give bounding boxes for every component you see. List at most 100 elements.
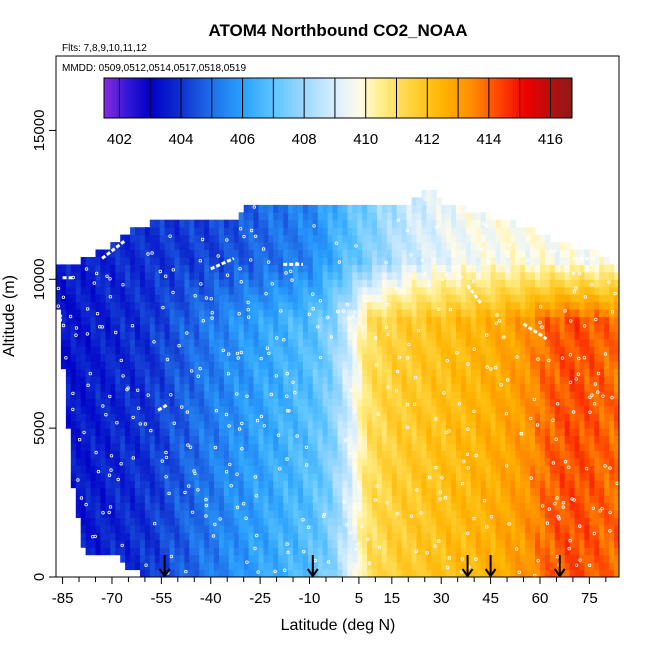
heatmap-cell [367, 413, 373, 422]
heatmap-cell [214, 510, 220, 518]
heatmap-cell [386, 398, 393, 407]
heatmap-cell [426, 242, 432, 251]
heatmap-cell [219, 234, 225, 243]
heatmap-cell [357, 502, 363, 511]
heatmap-cell [189, 495, 195, 504]
heatmap-cell [381, 279, 388, 288]
heatmap-cell [401, 450, 408, 459]
heatmap-cell [342, 435, 348, 444]
heatmap-cell [223, 450, 230, 459]
heatmap-cell [372, 495, 378, 504]
heatmap-cell [253, 219, 259, 228]
heatmap-cell [219, 420, 225, 429]
heatmap-cell [228, 465, 235, 474]
heatmap-cell [293, 554, 299, 563]
heatmap-cell [130, 480, 136, 489]
heatmap-cell [549, 465, 556, 474]
heatmap-cell [302, 383, 309, 392]
heatmap-cell [367, 346, 373, 355]
heatmap-cell [283, 428, 289, 437]
heatmap-cell [377, 510, 383, 518]
heatmap-cell [505, 338, 511, 347]
heatmap-cell [263, 264, 269, 273]
heatmap-cell [490, 547, 497, 556]
heatmap-cell [70, 361, 77, 370]
heatmap-cell [411, 234, 418, 243]
heatmap-cell [253, 413, 259, 422]
heatmap-cell [332, 532, 339, 541]
heatmap-cell [194, 405, 200, 414]
heatmap-cell [535, 502, 541, 511]
heatmap-cell [273, 257, 279, 265]
heatmap-cell [530, 264, 536, 273]
heatmap-cell [569, 323, 576, 332]
heatmap-cell [352, 368, 358, 377]
heatmap-cell [411, 510, 418, 518]
heatmap-cell [253, 286, 259, 295]
heatmap-cell [342, 361, 348, 370]
heatmap-cell [100, 472, 106, 481]
heatmap-cell [317, 383, 324, 392]
heatmap-cell [406, 554, 413, 563]
heatmap-cell [204, 279, 210, 288]
heatmap-cell [159, 428, 166, 437]
heatmap-cell [426, 457, 432, 466]
heatmap-cell [515, 472, 521, 481]
heatmap-cell [179, 390, 185, 399]
heatmap-cell [554, 249, 561, 258]
heatmap-cell [544, 562, 551, 571]
heatmap-cell [352, 271, 358, 280]
heatmap-cell [219, 465, 225, 474]
heatmap-cell [381, 353, 388, 362]
heatmap-cell [377, 316, 383, 325]
heatmap-cell [149, 435, 156, 444]
heatmap-cell [569, 435, 576, 444]
heatmap-cell [347, 420, 353, 429]
heatmap-cell [149, 361, 156, 370]
heatmap-cell [411, 301, 418, 310]
heatmap-cell [510, 316, 516, 325]
heatmap-cell [70, 457, 77, 466]
heatmap-cell [253, 257, 259, 265]
heatmap-cell [174, 428, 180, 437]
heatmap-cell [485, 323, 492, 332]
heatmap-cell [312, 472, 319, 481]
heatmap-cell [426, 353, 432, 362]
heatmap-cell [263, 420, 269, 429]
heatmap-cell [189, 286, 195, 295]
heatmap-cell [214, 420, 220, 429]
heatmap-cell [411, 338, 418, 347]
heatmap-cell [298, 249, 304, 258]
heatmap-cell [219, 294, 225, 303]
heatmap-cell [228, 450, 235, 459]
heatmap-cell [204, 405, 210, 414]
heatmap-cell [500, 472, 506, 481]
heatmap-cell [293, 271, 299, 280]
heatmap-cell [144, 353, 151, 362]
heatmap-cell [219, 569, 225, 577]
heatmap-cell [105, 346, 111, 355]
heatmap-cell [465, 249, 472, 258]
heatmap-cell [80, 316, 87, 325]
heatmap-cell [416, 383, 422, 392]
heatmap-cell [520, 338, 526, 347]
heatmap-cell [564, 346, 571, 355]
heatmap-cell [470, 524, 477, 533]
heatmap-cell [564, 301, 571, 310]
heatmap-cell [243, 502, 250, 511]
heatmap-cell [199, 309, 205, 318]
heatmap-cell [317, 257, 324, 265]
heatmap-cell [199, 264, 205, 273]
heatmap-cell [100, 361, 106, 370]
heatmap-cell [505, 390, 511, 399]
heatmap-cell [416, 554, 422, 563]
heatmap-cell [544, 338, 551, 347]
heatmap-cell [465, 428, 472, 437]
heatmap-cell [500, 249, 506, 258]
heatmap-cell [258, 279, 264, 288]
heatmap-cell [307, 249, 314, 258]
heatmap-cell [456, 301, 462, 310]
heatmap-cell [322, 517, 329, 526]
heatmap-cell [564, 264, 571, 273]
heatmap-cell [293, 204, 299, 213]
